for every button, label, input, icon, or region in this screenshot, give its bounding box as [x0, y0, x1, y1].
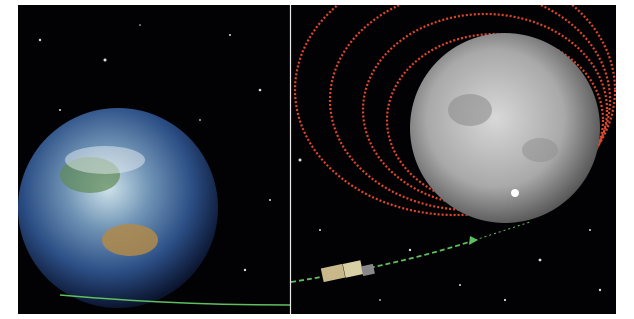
continent — [102, 224, 158, 256]
clouds — [65, 146, 145, 174]
moon — [410, 33, 600, 223]
space-illustration — [0, 0, 634, 319]
crater — [522, 138, 558, 162]
crater — [448, 94, 492, 126]
highlight — [511, 189, 519, 197]
earth — [18, 108, 218, 308]
